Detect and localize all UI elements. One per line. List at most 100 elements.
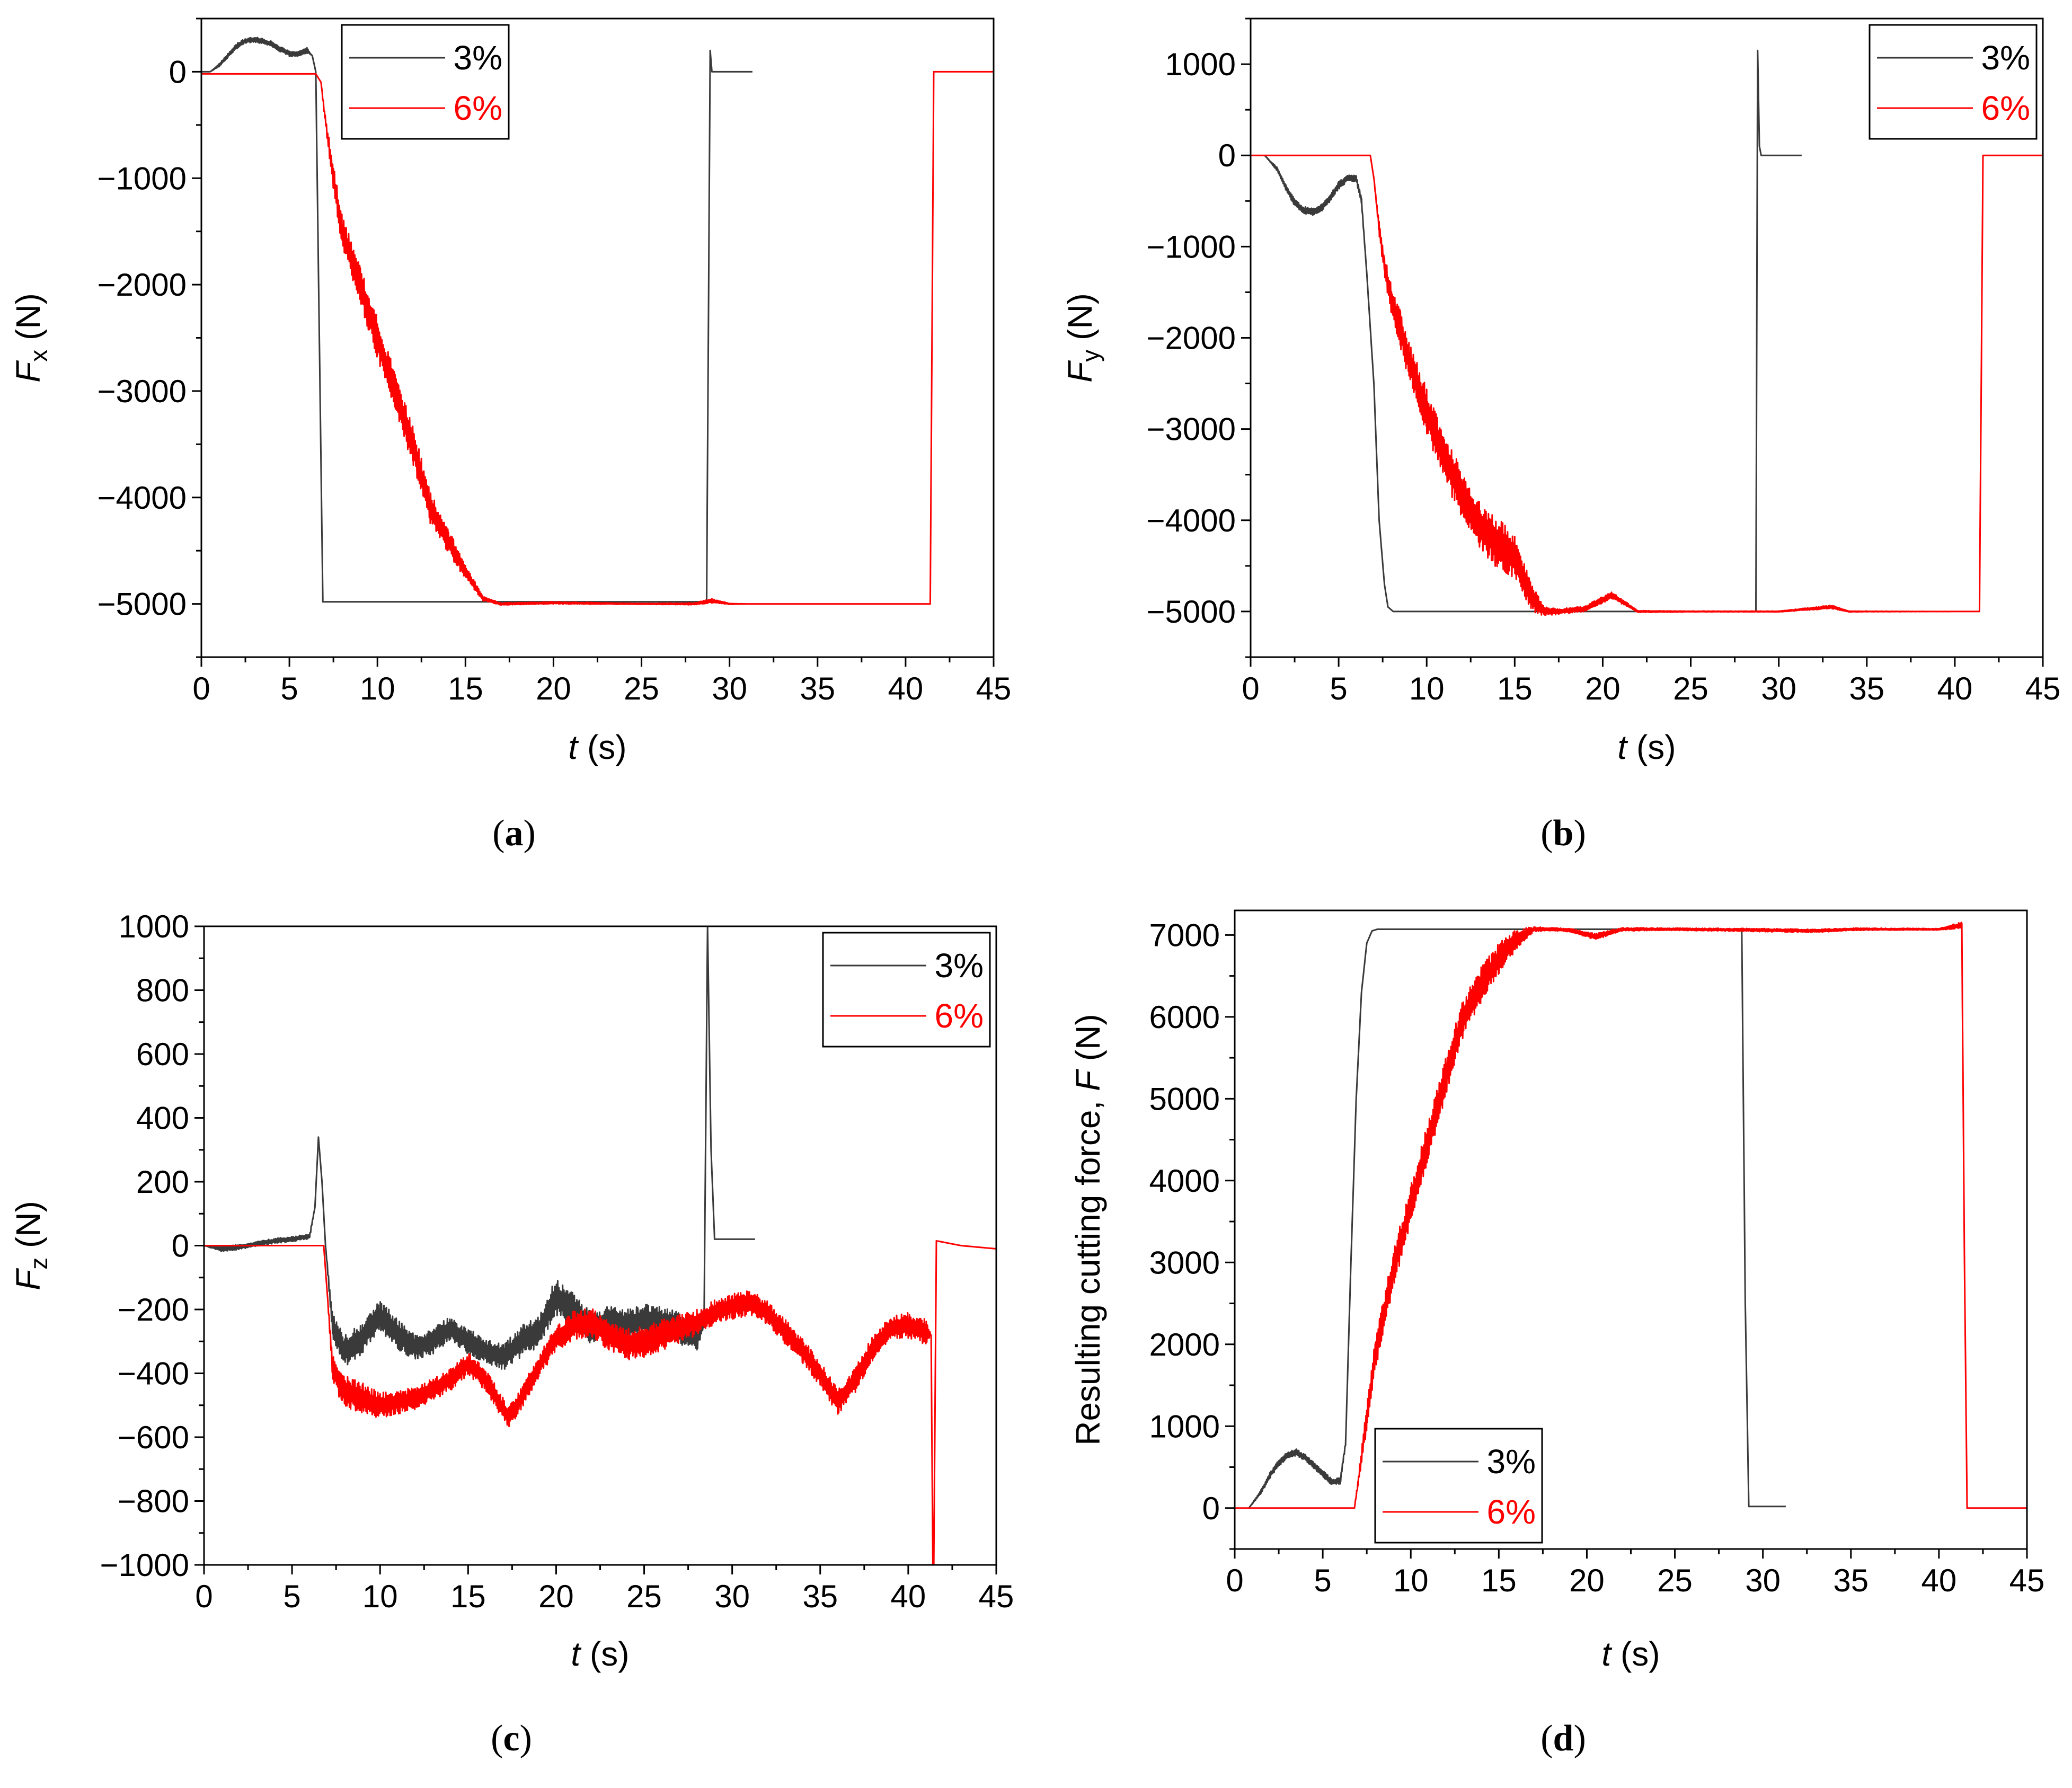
series-line-6pct (204, 1240, 996, 1565)
x-axis-label: t (s) (571, 1635, 629, 1673)
y-axis-subscript: x (25, 350, 52, 362)
series-line-3pct (201, 37, 753, 603)
y-tick-label: −200 (118, 1292, 189, 1327)
legend-box (1869, 24, 2038, 140)
x-axis-unit: (s) (587, 728, 627, 766)
legend-entry: 6% (1487, 1493, 1536, 1531)
legend: 3%6% (1869, 24, 2038, 140)
y-tick-label: 7000 (1149, 917, 1220, 953)
y-tick-label: −1000 (1146, 229, 1236, 264)
plot-area (1235, 922, 2027, 1509)
y-tick-label: −400 (118, 1356, 189, 1392)
series-line-6pct (201, 70, 994, 606)
y-tick-label: −5000 (1146, 594, 1236, 630)
legend-entry: 6% (935, 997, 984, 1035)
y-axis-label: Resulting cutting force, F (N) (1069, 1014, 1107, 1446)
y-tick-label: −5000 (97, 587, 187, 622)
x-tick-label: 20 (1569, 1563, 1605, 1598)
y-axis-var: F (9, 1268, 47, 1290)
y-axis-subscript: y (1077, 350, 1104, 362)
x-axis-var: t (1601, 1635, 1612, 1673)
y-tick-label: −600 (118, 1420, 189, 1455)
legend: 3%6% (1374, 1428, 1543, 1544)
x-tick-label: 45 (979, 1579, 1014, 1614)
y-axis-label: Fy (N) (1061, 293, 1104, 383)
x-axis-var: t (571, 1635, 581, 1673)
plot-area (201, 37, 994, 606)
x-axis-label: t (s) (568, 728, 626, 766)
x-tick-label: 15 (450, 1579, 486, 1614)
y-tick-label: 400 (136, 1101, 189, 1136)
plot-area (204, 926, 996, 1565)
legend-entry: 3% (1487, 1442, 1536, 1481)
x-tick-label: 5 (280, 671, 298, 706)
x-axis-label: t (s) (1601, 1635, 1660, 1673)
legend-entry: 6% (1981, 89, 2031, 127)
y-tick-label: −4000 (97, 480, 187, 516)
y-tick-label: 1000 (1165, 47, 1236, 82)
y-tick-label: −4000 (1146, 503, 1236, 538)
y-axis-var: F (1061, 360, 1099, 383)
y-axis-text: Resulting cutting force, (1069, 1091, 1107, 1446)
x-axis-unit: (s) (1621, 1635, 1660, 1673)
series-line-3pct (1248, 928, 1786, 1509)
y-tick-label: −3000 (1146, 412, 1236, 447)
y-tick-label: −1000 (97, 161, 187, 196)
x-tick-label: 20 (1585, 671, 1621, 706)
x-tick-label: 10 (360, 671, 395, 706)
series-line-3pct (1264, 49, 1802, 613)
y-tick-label: −1000 (100, 1547, 189, 1583)
y-axis-unit: (N) (9, 1201, 47, 1248)
x-tick-label: 10 (362, 1579, 398, 1614)
y-tick-label: 0 (172, 1228, 189, 1264)
legend-entry: 3% (935, 946, 984, 985)
x-tick-label: 20 (538, 1579, 574, 1614)
y-tick-label: 5000 (1149, 1081, 1220, 1117)
panel-caption: (b) (1540, 813, 1586, 854)
y-axis-unit: (N) (1061, 293, 1099, 340)
x-tick-label: 35 (802, 1579, 838, 1614)
x-tick-label: 30 (1745, 1563, 1781, 1598)
panel-caption: (d) (1540, 1718, 1586, 1759)
x-tick-label: 15 (1481, 1563, 1517, 1598)
y-tick-label: −2000 (1146, 321, 1236, 356)
x-tick-label: 40 (891, 1579, 926, 1614)
y-tick-label: 600 (136, 1037, 189, 1072)
legend-entry: 3% (454, 39, 503, 77)
x-tick-label: 15 (448, 671, 483, 706)
legend-entry: 6% (454, 89, 503, 127)
panel-letter: b (1553, 813, 1574, 854)
legend-box (341, 24, 510, 140)
y-tick-label: −2000 (97, 267, 187, 303)
y-axis-unit: (N) (9, 293, 47, 340)
x-tick-label: 45 (2025, 671, 2061, 706)
x-tick-label: 0 (1242, 671, 1259, 706)
chart-panel-a: 0 5 10 15 20 25 30 35 40 45 0 −1000 −2000 −3000 −4000 −… (9, 17, 1011, 854)
x-tick-label: 20 (536, 671, 571, 706)
x-tick-label: 5 (1314, 1563, 1331, 1598)
y-tick-label: 800 (136, 973, 189, 1008)
y-axis-subscript: z (25, 1258, 52, 1270)
x-tick-label: 40 (888, 671, 924, 706)
legend: 3%6% (341, 24, 510, 140)
chart-panel-c: 0 5 10 15 20 25 30 35 40 45 1000 800 600 400 200 0 −200 −… (9, 909, 1014, 1759)
series-line-3pct (204, 926, 756, 1370)
series-line-6pct (1235, 922, 2027, 1509)
y-axis-var: F (1069, 1068, 1107, 1091)
legend-box (822, 932, 991, 1048)
legend-entry: 3% (1981, 39, 2031, 77)
x-tick-label: 25 (624, 671, 659, 706)
x-tick-label: 30 (714, 1579, 750, 1614)
panel-caption: (a) (492, 813, 536, 854)
y-tick-label: −800 (118, 1484, 189, 1519)
axes-frame (200, 17, 995, 658)
x-axis-unit: (s) (1636, 728, 1676, 766)
legend-box (1374, 1428, 1543, 1544)
x-tick-label: 0 (1226, 1563, 1243, 1598)
x-tick-label: 25 (626, 1579, 662, 1614)
series-line-6pct (1251, 154, 2043, 616)
x-axis-var: t (1617, 728, 1628, 766)
x-tick-label: 5 (1330, 671, 1347, 706)
x-tick-label: 30 (712, 671, 747, 706)
